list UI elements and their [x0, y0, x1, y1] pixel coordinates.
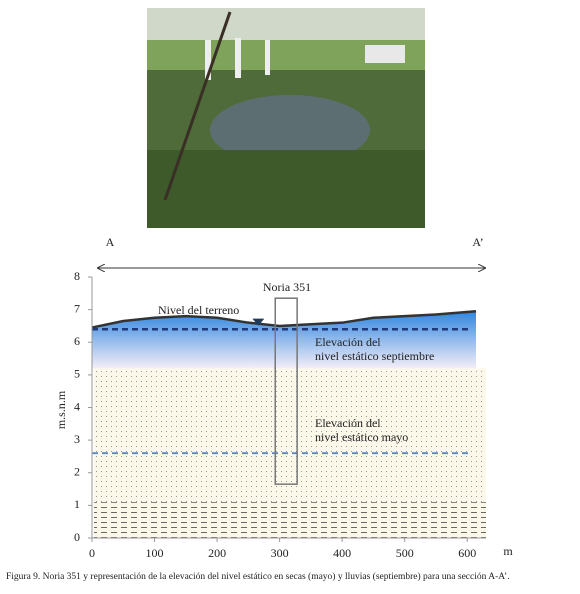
- x-tick-label: 0: [89, 546, 95, 560]
- x-tick-label: 400: [333, 546, 351, 560]
- well-label: Noria 351: [263, 280, 311, 294]
- level-label: nivel estático septiembre: [315, 349, 434, 363]
- well: [274, 297, 298, 485]
- y-tick-label: 2: [74, 465, 80, 479]
- y-tick-label: 5: [74, 367, 80, 381]
- x-tick-label: 600: [458, 546, 476, 560]
- water-layer: [92, 311, 476, 369]
- x-tick-label: 100: [146, 546, 164, 560]
- terrain-line: [91, 310, 477, 329]
- level-label: nivel estático mayo: [315, 430, 408, 444]
- y-axis-label: m.s.n.m: [54, 390, 68, 429]
- y-tick-label: 1: [74, 497, 80, 511]
- water-table-marker: [252, 318, 265, 326]
- section-end: A’: [472, 235, 483, 249]
- level-label: Elevación del: [315, 335, 381, 349]
- y-tick-label: 4: [74, 399, 80, 413]
- x-axis-label: m: [503, 544, 513, 558]
- level-label: Elevación del: [315, 416, 381, 430]
- caption: Figura 9. Noria 351 y representación de …: [6, 571, 510, 582]
- x-tick-label: 200: [208, 546, 226, 560]
- soil-layer: [94, 502, 486, 538]
- y-tick-label: 6: [74, 334, 80, 348]
- x-tick-label: 300: [271, 546, 289, 560]
- terrain-label: Nivel del terreno: [158, 303, 239, 317]
- photo: [147, 8, 425, 228]
- y-tick-label: 3: [74, 432, 80, 446]
- section-start: A: [106, 235, 115, 249]
- y-tick-label: 8: [74, 269, 80, 283]
- y-tick-label: 7: [74, 301, 80, 315]
- soil-layer: [94, 368, 486, 503]
- x-tick-label: 500: [396, 546, 414, 560]
- y-tick-label: 0: [74, 530, 80, 544]
